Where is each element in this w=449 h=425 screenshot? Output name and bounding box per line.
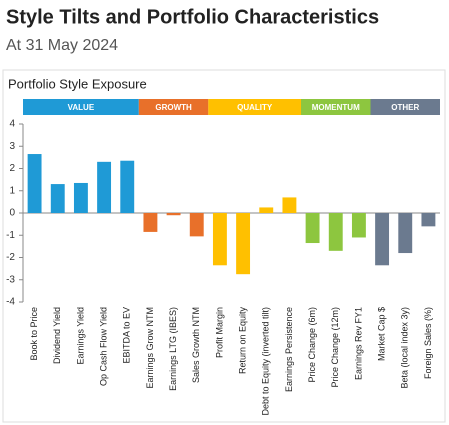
x-tick-label: Profit Margin — [214, 307, 224, 358]
bar — [212, 213, 227, 266]
bar — [166, 213, 181, 216]
bar — [236, 213, 251, 275]
bar — [259, 207, 274, 213]
bar — [73, 182, 88, 213]
x-tick-label: Foreign Sales (%) — [423, 307, 433, 379]
group-label: MOMENTUM — [312, 103, 360, 112]
bar — [120, 160, 135, 213]
bar — [375, 213, 390, 266]
x-tick-label: Sales Growth NTM — [191, 307, 201, 383]
chart-title: Portfolio Style Exposure — [8, 76, 147, 91]
bar — [97, 161, 112, 213]
bar — [305, 213, 320, 244]
x-tick-label: Market Cap $ — [376, 307, 386, 361]
x-tick-label: Earnings Persistence — [284, 307, 294, 392]
x-tick-label: Debt to Equity (inverted tilt) — [261, 307, 271, 416]
x-tick-label: Earnings LTG (IBES) — [168, 307, 178, 391]
bar — [398, 213, 413, 254]
y-tick-label: 3 — [9, 141, 15, 152]
x-tick-label: Return on Equity — [237, 307, 247, 375]
x-tick-label: Price Change (12m) — [330, 307, 340, 388]
x-tick-label: Book to Price — [29, 307, 39, 361]
bar — [189, 213, 204, 237]
group-label: QUALITY — [237, 103, 273, 112]
bar — [421, 213, 436, 227]
y-tick-label: 2 — [9, 163, 15, 174]
bar — [143, 213, 158, 232]
group-header — [23, 99, 139, 115]
x-tick-label: Earnings Rev FY1 — [353, 307, 363, 380]
x-tick-label: Beta (local index 3y) — [400, 307, 410, 389]
panel — [2, 69, 446, 423]
group-header — [370, 99, 440, 115]
group-label: OTHER — [391, 103, 419, 112]
bar — [282, 197, 297, 213]
y-tick-label: -3 — [6, 274, 15, 285]
group-label: VALUE — [68, 103, 95, 112]
y-tick-label: -1 — [6, 230, 15, 241]
group-header — [138, 99, 209, 115]
y-tick-label: 0 — [9, 208, 15, 219]
x-tick-label: Earnings Grow NTM — [145, 307, 155, 389]
y-tick-label: -4 — [6, 297, 15, 308]
y-tick-label: -2 — [6, 252, 15, 263]
x-tick-label: Dividend Yield — [52, 307, 62, 364]
x-tick-label: Earnings Yield — [75, 307, 85, 365]
x-tick-label: EBITDA to EV — [122, 307, 132, 364]
bar — [328, 213, 343, 251]
y-tick-label: 1 — [9, 185, 15, 196]
page-title: Style Tilts and Portfolio Characteristic… — [6, 6, 379, 28]
x-tick-label: Price Change (6m) — [307, 307, 317, 383]
page-subtitle: At 31 May 2024 — [6, 37, 118, 54]
bar — [351, 213, 366, 238]
x-tick-label: Op Cash Flow Yield — [98, 307, 108, 386]
group-header — [208, 99, 301, 115]
bar — [27, 154, 42, 213]
y-tick-label: 4 — [9, 119, 15, 130]
bar — [50, 184, 65, 213]
group-label: GROWTH — [155, 103, 192, 112]
group-header — [301, 99, 371, 115]
